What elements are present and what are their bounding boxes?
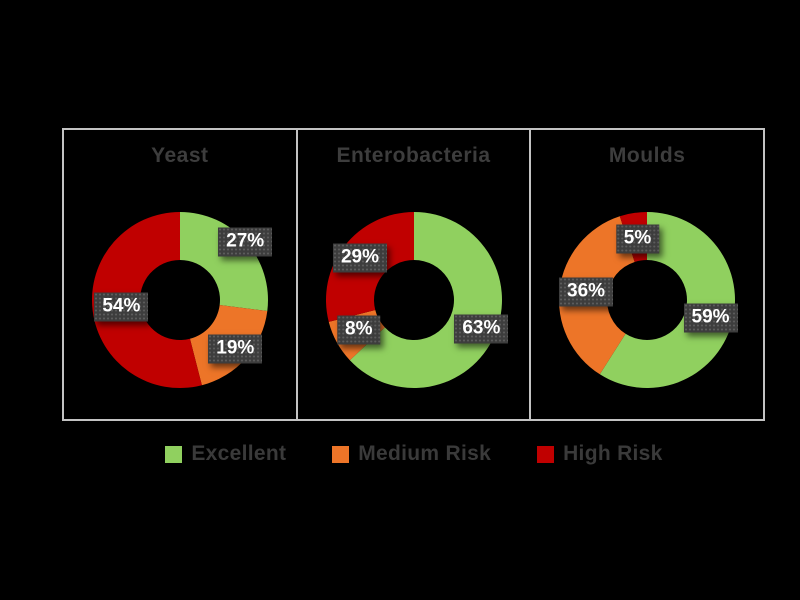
chart-title-yeast: Yeast	[151, 144, 209, 167]
percent-label-excellent: 63%	[454, 314, 509, 344]
chart-title-enterobacteria: Enterobacteria	[336, 144, 491, 167]
donut-chart-moulds: 59% 36% 5%	[552, 205, 742, 395]
donut-svg	[325, 212, 502, 388]
legend: Excellent Medium Risk High Risk	[14, 442, 800, 466]
legend-item-high-risk: High Risk	[537, 442, 663, 466]
medium-risk-swatch-icon	[332, 445, 350, 463]
legend-label-high-risk: High Risk	[563, 442, 663, 465]
high-risk-swatch-icon	[537, 445, 555, 463]
legend-label-medium-risk: Medium Risk	[358, 442, 492, 465]
percent-label-high_risk: 5%	[615, 224, 660, 254]
slice-excellent	[179, 212, 268, 312]
legend-label-excellent: Excellent	[191, 442, 287, 465]
donut-chart-yeast: 27% 19% 54%	[85, 205, 275, 395]
chart-title-moulds: Moulds	[608, 144, 686, 167]
percent-label-medium_risk: 8%	[337, 315, 381, 345]
slice-high_risk	[91, 212, 202, 388]
percent-label-excellent: 27%	[218, 227, 273, 257]
slice-excellent	[600, 212, 736, 388]
slice-excellent	[349, 212, 502, 388]
panel-yeast: Yeast 27% 19% 54%	[62, 128, 298, 421]
donut-chart-enterobacteria: 63% 8% 29%	[319, 205, 509, 395]
percent-label-high_risk: 54%	[94, 292, 149, 322]
percent-label-high_risk: 29%	[332, 243, 387, 273]
excellent-swatch-icon	[165, 445, 183, 463]
chart-panels: Yeast 27% 19% 54% Enterobacteria 63% 8% 29% …	[62, 128, 766, 421]
panel-moulds: Moulds 59% 36% 5%	[529, 128, 766, 421]
percent-label-medium_risk: 19%	[208, 334, 263, 364]
legend-item-medium-risk: Medium Risk	[332, 442, 491, 466]
percent-label-excellent: 59%	[683, 303, 738, 333]
panel-enterobacteria: Enterobacteria 63% 8% 29%	[295, 128, 532, 421]
legend-item-excellent: Excellent	[165, 442, 286, 466]
percent-label-medium_risk: 36%	[559, 277, 614, 307]
